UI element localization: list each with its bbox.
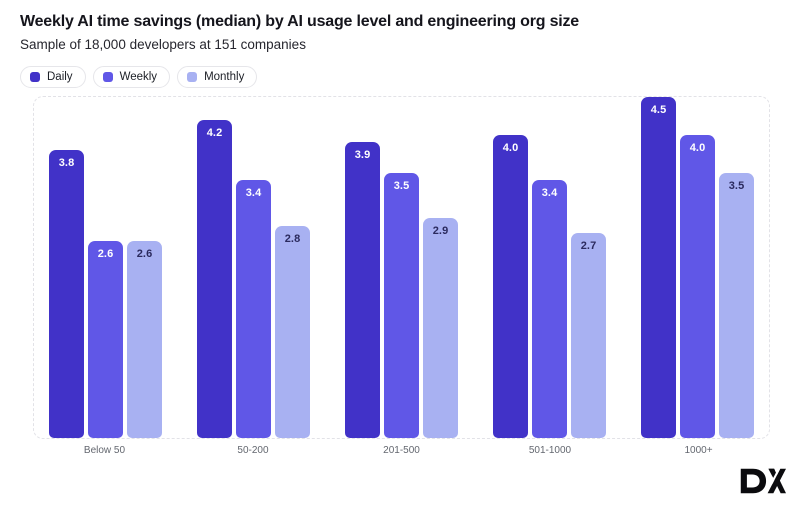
legend-pill-daily[interactable]: Daily bbox=[20, 66, 86, 88]
bar-group-50-200: 4.2 3.4 2.8 bbox=[197, 120, 310, 438]
bar-value-label: 3.4 bbox=[245, 187, 262, 199]
bar-value-label: 2.9 bbox=[432, 225, 449, 237]
bar-group-201-500: 3.9 3.5 2.9 bbox=[345, 142, 458, 438]
legend-swatch-icon bbox=[187, 72, 198, 82]
bar-value-label: 2.7 bbox=[580, 240, 597, 252]
legend-swatch-icon bbox=[102, 72, 113, 82]
bar-weekly-3: 3.5 bbox=[384, 173, 419, 438]
bar-weekly-2: 3.4 bbox=[236, 180, 271, 438]
bar-value-label: 3.5 bbox=[393, 180, 410, 192]
chart-header: Weekly AI time savings (median) by AI us… bbox=[20, 13, 579, 52]
bar-value-label: 3.4 bbox=[541, 187, 558, 199]
bar-weekly-5: 4.0 bbox=[680, 135, 715, 438]
bar-daily-2: 4.2 bbox=[197, 120, 232, 438]
bar-group-below-50: 3.8 2.6 2.6 bbox=[49, 150, 162, 438]
bar-weekly-4: 3.4 bbox=[532, 180, 567, 438]
x-axis-label-4: 501-1000 bbox=[528, 445, 572, 456]
plot-area: 3.8 2.6 2.6 4.2 3.4 2.8 3.9 3.5 2.9 4.0 3.4 2.7 4.5 4… bbox=[33, 96, 770, 439]
bar-monthly-4: 2.7 bbox=[571, 233, 606, 438]
bar-value-label: 4.5 bbox=[650, 104, 667, 116]
chart-title: Weekly AI time savings (median) by AI us… bbox=[20, 13, 580, 30]
bar-monthly-2: 2.8 bbox=[275, 226, 310, 438]
bar-value-label: 3.5 bbox=[728, 180, 745, 192]
bar-daily-5: 4.5 bbox=[641, 97, 676, 438]
bar-daily-1: 3.8 bbox=[49, 150, 84, 438]
bar-monthly-3: 2.9 bbox=[423, 218, 458, 438]
bar-monthly-5: 3.5 bbox=[719, 173, 754, 438]
legend-pill-monthly[interactable]: Monthly bbox=[177, 66, 258, 88]
bar-value-label: 4.2 bbox=[206, 127, 223, 139]
bar-value-label: 2.6 bbox=[97, 248, 114, 260]
bar-value-label: 3.8 bbox=[58, 157, 75, 169]
chart-subtitle: Sample of 18,000 developers at 151 compa… bbox=[20, 37, 306, 52]
x-axis-label-5: 1000+ bbox=[684, 445, 713, 456]
x-axis-label-2: 50-200 bbox=[237, 445, 269, 456]
legend-label: Weekly bbox=[119, 71, 158, 83]
dx-logo bbox=[740, 468, 786, 494]
bar-value-label: 4.0 bbox=[502, 142, 519, 154]
legend-swatch-icon bbox=[30, 72, 40, 82]
bar-value-label: 3.9 bbox=[354, 149, 371, 161]
legend-pill-weekly[interactable]: Weekly bbox=[92, 66, 171, 88]
x-axis-label-1: Below 50 bbox=[83, 445, 126, 456]
bar-group-501-1000: 4.0 3.4 2.7 bbox=[493, 135, 606, 438]
bar-value-label: 4.0 bbox=[689, 142, 706, 154]
x-axis-label-3: 201-500 bbox=[383, 445, 420, 456]
bar-daily-4: 4.0 bbox=[493, 135, 528, 438]
bar-value-label: 2.8 bbox=[284, 233, 301, 245]
bar-group-1000+: 4.5 4.0 3.5 bbox=[641, 97, 754, 438]
legend-label: Daily bbox=[47, 71, 73, 83]
legend-label: Monthly bbox=[204, 71, 245, 83]
x-axis: Below 50 50-200 201-500 501-1000 1000+ bbox=[33, 445, 770, 456]
bar-weekly-1: 2.6 bbox=[88, 241, 123, 438]
bar-monthly-1: 2.6 bbox=[127, 241, 162, 438]
bar-daily-3: 3.9 bbox=[345, 142, 380, 438]
legend: Daily Weekly Monthly bbox=[20, 66, 258, 88]
bar-value-label: 2.6 bbox=[136, 248, 153, 260]
